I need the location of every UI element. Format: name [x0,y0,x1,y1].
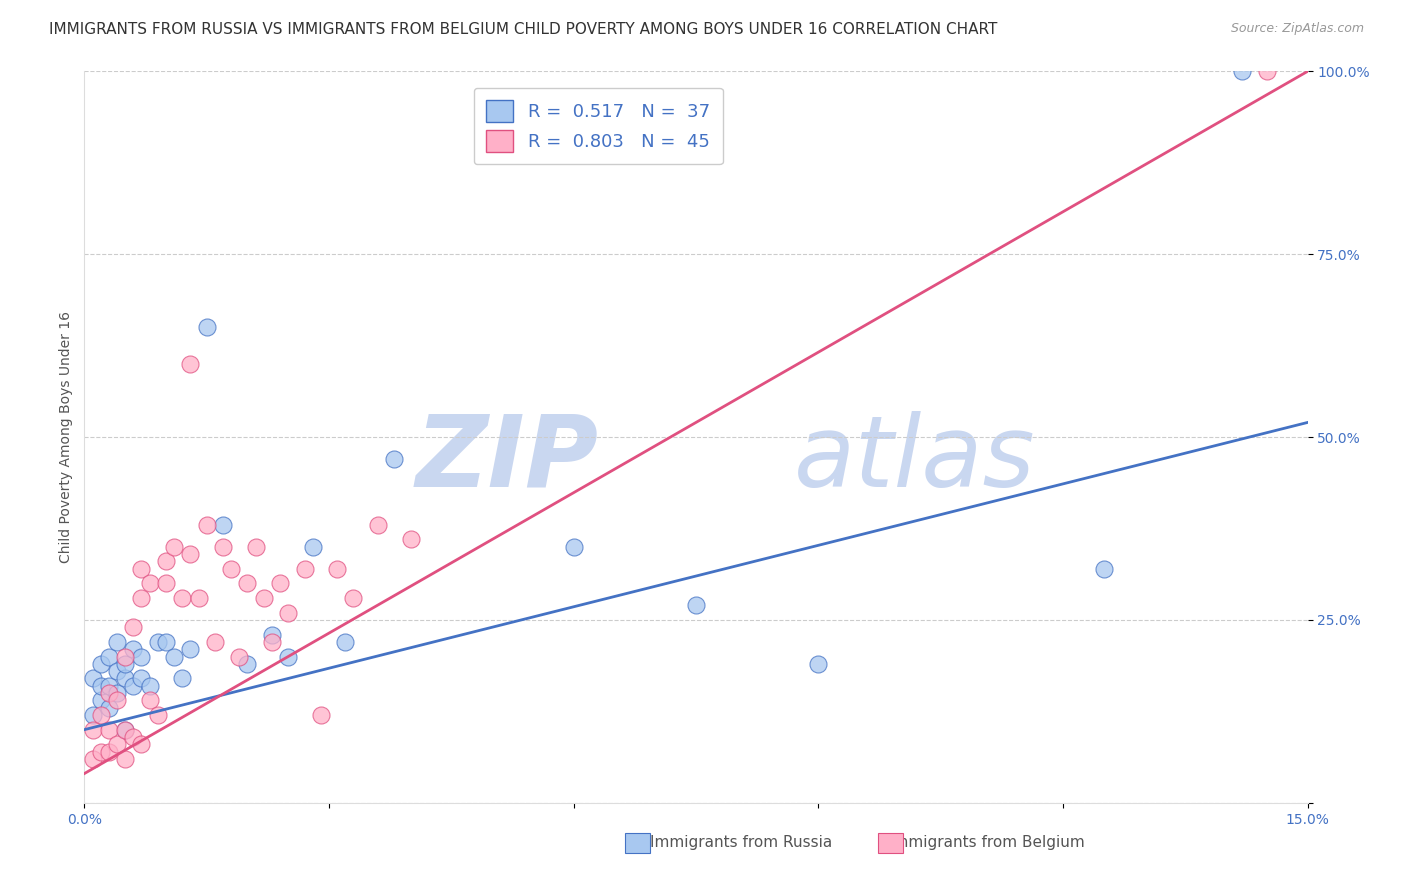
Point [97,700,120,714]
Point [269,576,291,591]
Point [146,635,169,649]
Point [82,723,104,737]
Point [335,635,357,649]
Point [82,752,104,766]
Point [253,591,276,605]
Point [309,708,332,723]
Point [172,672,194,686]
Point [90,745,112,759]
Point [114,672,136,686]
Point [277,606,299,620]
Legend: R =  0.517   N =  37, R =  0.803   N =  45: R = 0.517 N = 37, R = 0.803 N = 45 [474,87,723,164]
Point [342,591,364,605]
Text: Immigrants from Belgium: Immigrants from Belgium [889,836,1085,850]
Point [105,664,128,678]
Point [114,657,136,671]
Point [122,642,145,657]
Point [260,627,283,641]
Point [179,357,201,371]
Point [212,517,235,532]
Point [105,686,128,700]
Point [294,562,316,576]
Point [1092,562,1115,576]
Point [114,723,136,737]
Point [105,737,128,751]
Point [155,576,177,591]
Point [685,599,707,613]
Point [236,657,259,671]
Point [146,708,169,723]
Point [131,672,153,686]
Point [138,679,160,693]
Point [562,540,585,554]
Point [114,752,136,766]
Point [97,649,120,664]
Point [138,576,160,591]
Point [219,562,242,576]
Point [97,745,120,759]
Point [105,693,128,707]
Point [131,562,153,576]
Text: atlas: atlas [794,410,1035,508]
Point [131,737,153,751]
Point [1256,64,1278,78]
Point [155,635,177,649]
Point [1232,64,1254,78]
Point [114,649,136,664]
Point [807,657,830,671]
Point [122,679,145,693]
Point [138,693,160,707]
Text: ZIP: ZIP [415,410,598,508]
Point [399,533,422,547]
Point [301,540,323,554]
Point [97,686,120,700]
Point [367,517,389,532]
Point [228,649,250,664]
Point [155,554,177,568]
Point [260,635,283,649]
Point [245,540,267,554]
Point [97,723,120,737]
Y-axis label: Child Poverty Among Boys Under 16: Child Poverty Among Boys Under 16 [59,311,73,563]
Point [82,708,104,723]
Point [187,591,209,605]
Point [195,320,218,334]
Text: IMMIGRANTS FROM RUSSIA VS IMMIGRANTS FROM BELGIUM CHILD POVERTY AMONG BOYS UNDER: IMMIGRANTS FROM RUSSIA VS IMMIGRANTS FRO… [49,22,998,37]
Point [163,649,186,664]
Point [382,452,405,467]
Point [277,649,299,664]
Point [195,517,218,532]
Point [122,620,145,634]
Point [105,635,128,649]
Point [204,635,226,649]
Point [179,642,201,657]
Point [90,693,112,707]
Point [236,576,259,591]
Text: Immigrants from Russia: Immigrants from Russia [650,836,832,850]
Point [163,540,186,554]
Point [179,547,201,561]
Point [114,723,136,737]
Point [122,730,145,744]
Text: Source: ZipAtlas.com: Source: ZipAtlas.com [1230,22,1364,36]
Point [90,708,112,723]
Point [97,679,120,693]
Point [326,562,349,576]
Point [90,657,112,671]
Point [90,679,112,693]
Point [131,649,153,664]
Point [82,672,104,686]
Point [172,591,194,605]
Point [212,540,235,554]
Point [131,591,153,605]
